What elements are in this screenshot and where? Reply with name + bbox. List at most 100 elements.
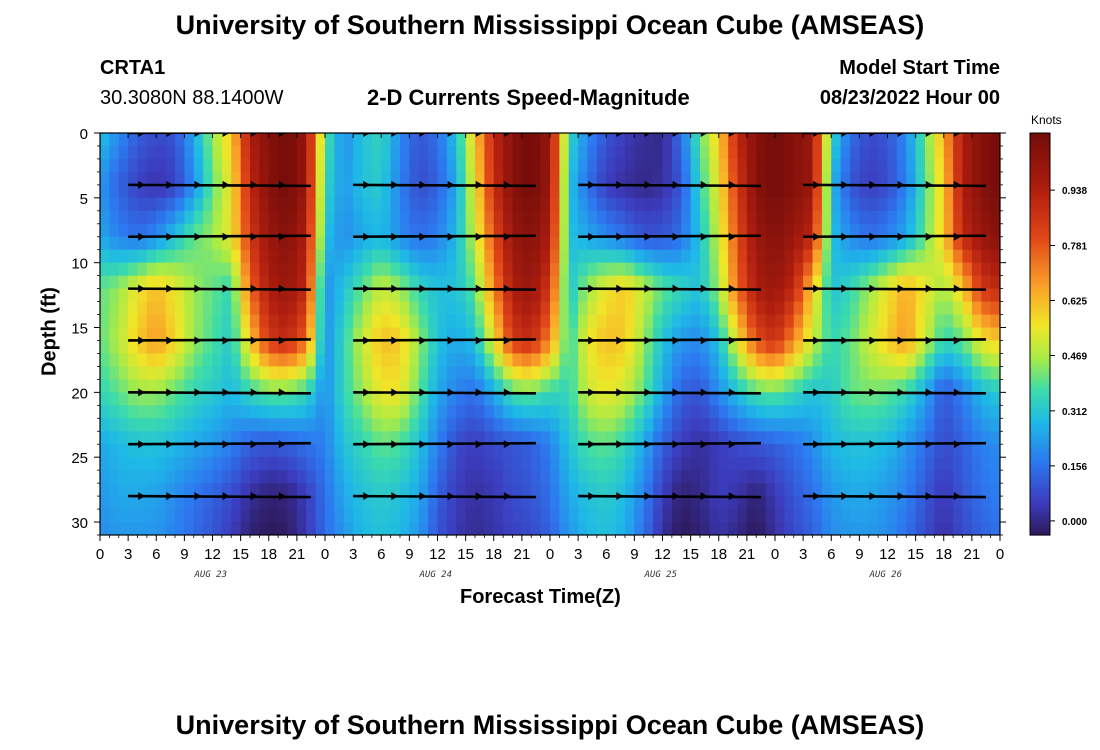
colorbar-segment bbox=[1030, 471, 1050, 476]
heat-cell bbox=[128, 301, 139, 316]
heat-cell bbox=[971, 223, 982, 238]
heat-cell bbox=[859, 366, 870, 380]
heat-cell bbox=[990, 392, 1000, 406]
heat-cell bbox=[634, 184, 645, 199]
heat-cell bbox=[568, 223, 579, 238]
heat-cell bbox=[690, 522, 701, 535]
heat-cell bbox=[765, 158, 776, 173]
heat-cell bbox=[578, 405, 589, 419]
heat-cell bbox=[503, 288, 514, 303]
heat-cell bbox=[625, 249, 635, 264]
heat-cell bbox=[662, 327, 673, 342]
heat-cell bbox=[287, 483, 298, 497]
heat-cell bbox=[962, 405, 973, 419]
heat-cell bbox=[962, 444, 973, 458]
heat-cell bbox=[418, 288, 429, 303]
heat-cell bbox=[325, 262, 335, 277]
vector-arrowhead bbox=[644, 284, 652, 293]
heat-cell bbox=[803, 470, 814, 484]
vector-arrowhead bbox=[897, 180, 905, 189]
heat-cell bbox=[765, 145, 776, 160]
heat-cell bbox=[484, 353, 495, 368]
heat-cell bbox=[550, 483, 560, 497]
heat-cell bbox=[268, 379, 279, 393]
heat-cell bbox=[915, 184, 926, 199]
heat-cell bbox=[456, 418, 467, 432]
heat-cell bbox=[587, 314, 598, 329]
x-tick-label: 0 bbox=[996, 546, 1004, 563]
heat-cell bbox=[521, 431, 532, 445]
vector-arrowhead bbox=[250, 388, 258, 397]
heat-cell bbox=[296, 133, 307, 147]
x-tick-label: 15 bbox=[232, 546, 249, 563]
heat-cell bbox=[550, 301, 560, 316]
heat-cell bbox=[184, 340, 195, 355]
x-tick-label: 9 bbox=[405, 546, 413, 563]
heat-cell bbox=[362, 470, 373, 484]
heat-cell bbox=[493, 483, 504, 497]
vector-arrowhead bbox=[166, 440, 174, 449]
heat-cell bbox=[953, 340, 964, 355]
heat-cell bbox=[737, 184, 748, 199]
heat-cell bbox=[896, 327, 907, 342]
heat-cell bbox=[278, 483, 289, 497]
heat-cell bbox=[315, 431, 326, 445]
heat-cell bbox=[221, 314, 232, 329]
heat-cell bbox=[821, 145, 832, 160]
heat-cell bbox=[690, 210, 701, 225]
heat-cell bbox=[146, 457, 157, 471]
heat-cell bbox=[625, 470, 635, 484]
heat-cell bbox=[446, 184, 457, 199]
heat-cell bbox=[868, 379, 879, 393]
heat-cell bbox=[671, 223, 682, 238]
heat-cell bbox=[137, 301, 148, 316]
heat-cell bbox=[353, 366, 364, 380]
heat-cell bbox=[840, 288, 851, 303]
heat-cell bbox=[831, 262, 842, 277]
heat-cell bbox=[943, 457, 954, 471]
colorbar-segment bbox=[1030, 186, 1050, 191]
heat-cell bbox=[128, 210, 139, 225]
heat-cell bbox=[840, 133, 851, 147]
heat-cell bbox=[915, 470, 926, 484]
heat-cell bbox=[756, 275, 767, 290]
heat-cell bbox=[925, 327, 935, 342]
heat-cell bbox=[728, 509, 739, 523]
heat-cell bbox=[953, 366, 964, 380]
heat-cell bbox=[156, 496, 167, 510]
heat-cell bbox=[400, 340, 410, 355]
heat-cell bbox=[390, 197, 401, 212]
heat-cell bbox=[456, 431, 467, 445]
heat-cell bbox=[493, 314, 504, 329]
heat-cell bbox=[465, 379, 476, 393]
heat-cell bbox=[587, 275, 598, 290]
heat-cell bbox=[465, 262, 476, 277]
heat-cell bbox=[512, 314, 523, 329]
heat-cell bbox=[250, 353, 260, 368]
heat-cell bbox=[812, 301, 823, 316]
heat-cell bbox=[456, 133, 467, 147]
heat-cell bbox=[709, 496, 720, 510]
heat-cell bbox=[128, 522, 139, 535]
heat-cell bbox=[418, 353, 429, 368]
heat-cell bbox=[962, 418, 973, 432]
heat-cell bbox=[625, 236, 635, 251]
heat-cell bbox=[615, 288, 626, 303]
vector-arrowhead bbox=[222, 284, 230, 293]
heat-cell bbox=[831, 483, 842, 497]
heat-cell bbox=[728, 210, 739, 225]
heat-cell bbox=[521, 223, 532, 238]
heat-cell bbox=[306, 249, 317, 264]
heat-cell bbox=[353, 340, 364, 355]
heat-cell bbox=[643, 197, 654, 212]
heat-cell bbox=[943, 418, 954, 432]
heat-cell bbox=[775, 262, 785, 277]
heat-cell bbox=[812, 236, 823, 251]
heat-cell bbox=[456, 379, 467, 393]
heat-cell bbox=[896, 379, 907, 393]
heat-cell bbox=[559, 340, 570, 355]
heat-cell bbox=[493, 340, 504, 355]
heat-cell bbox=[578, 301, 589, 316]
heat-cell bbox=[184, 223, 195, 238]
heat-cell bbox=[728, 340, 739, 355]
